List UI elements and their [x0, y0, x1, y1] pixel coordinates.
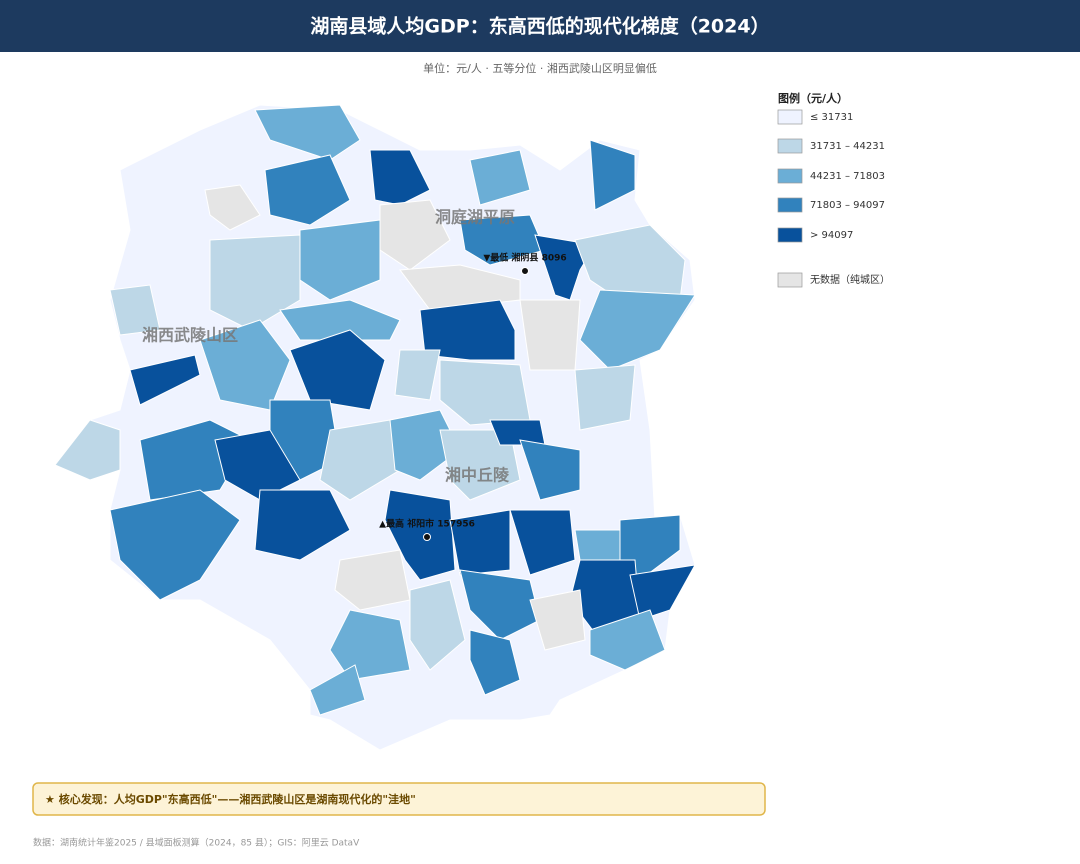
county — [394, 349, 441, 401]
county — [264, 154, 351, 226]
county — [629, 564, 696, 621]
footer: 数据：湖南统计年鉴2025 / 县域面板测算（2024，85 县）；GIS：阿里… — [33, 837, 360, 849]
county — [409, 579, 466, 671]
county — [54, 419, 121, 481]
county — [579, 289, 696, 371]
county — [329, 609, 411, 681]
county — [334, 549, 411, 611]
county — [509, 509, 576, 576]
county — [204, 184, 261, 231]
county — [459, 214, 546, 266]
legend-label: > 94097 — [810, 230, 853, 241]
county — [529, 589, 586, 651]
legend-swatch — [777, 197, 803, 213]
county — [199, 319, 291, 411]
annotation: ▼最低 湘阴县 8096 — [483, 252, 566, 264]
title: 湖南县域人均GDP：东高西低的现代化梯度（2024） — [310, 15, 769, 38]
annotation: ▲最高 祁阳市 157956 — [379, 518, 475, 530]
region-label: 洞庭湖平原 — [435, 208, 515, 227]
county — [519, 299, 581, 371]
legend-label: 31731 – 44231 — [810, 141, 885, 152]
subtitle: 单位：元/人 · 五等分位 · 湘西武陵山区明显偏低 — [423, 61, 657, 75]
legend-label: 无数据（纯城区） — [810, 273, 890, 286]
legend-swatch — [777, 272, 803, 288]
county — [399, 264, 521, 311]
legend-label: ≤ 31731 — [810, 112, 853, 123]
county — [384, 489, 456, 581]
county — [459, 569, 541, 641]
county — [449, 509, 511, 576]
county — [109, 489, 241, 601]
legend-swatch — [777, 227, 803, 243]
county — [129, 354, 201, 406]
annotation-marker — [521, 267, 529, 275]
legend-label: 71803 – 94097 — [810, 200, 885, 211]
county — [519, 439, 581, 501]
county — [369, 149, 431, 206]
county — [289, 329, 386, 411]
county — [109, 284, 161, 336]
county — [469, 629, 521, 696]
legend-label: 44231 – 71803 — [810, 171, 885, 182]
county — [254, 489, 351, 561]
county — [574, 364, 636, 431]
county — [319, 419, 401, 501]
finding-text: ★ 核心发现：人均GDP"东高西低"——湘西武陵山区是湖南现代化的"洼地" — [45, 792, 416, 806]
legend-swatch — [777, 109, 803, 125]
region-label: 湘西武陵山区 — [142, 326, 238, 345]
legend-swatch — [777, 168, 803, 184]
county — [279, 299, 401, 341]
legend-swatch — [777, 138, 803, 154]
county — [389, 409, 461, 481]
legend: 图例（元/人） ≤ 31731 31731 – 44231 44231 – 7180… — [777, 91, 890, 288]
county — [469, 149, 531, 206]
finding-box — [32, 782, 766, 816]
county — [309, 664, 366, 716]
county — [574, 529, 621, 561]
county — [589, 139, 636, 211]
legend-title: 图例（元/人） — [778, 91, 848, 105]
county — [589, 609, 666, 671]
header-bar — [0, 0, 1080, 52]
map — [54, 104, 696, 751]
county — [489, 419, 546, 446]
county — [209, 234, 301, 331]
region-label: 湘中丘陵 — [445, 466, 510, 485]
annotation-marker — [423, 533, 431, 541]
